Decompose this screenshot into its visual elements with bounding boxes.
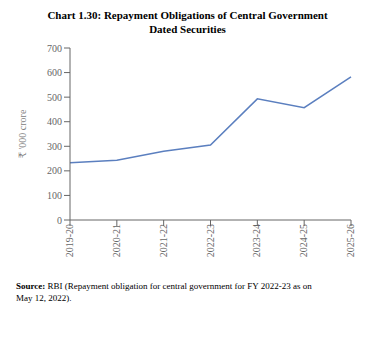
svg-text:2019-20: 2019-20 (64, 224, 75, 257)
svg-text:100: 100 (47, 190, 62, 201)
svg-text:500: 500 (47, 92, 62, 103)
svg-text:300: 300 (47, 141, 62, 152)
svg-text:2022-23: 2022-23 (205, 224, 216, 257)
svg-text:₹ '000 crore: ₹ '000 crore (17, 109, 28, 158)
html-text:Chart 1.30: Repayment Obligati: Chart 1.30: Repayment Obligations of Cen… (47, 9, 328, 21)
svg-text:200: 200 (47, 165, 62, 176)
svg-text:400: 400 (47, 116, 62, 127)
svg-text:700: 700 (47, 43, 62, 54)
svg-text:2025-26: 2025-26 (345, 224, 356, 257)
html-text:Source: RBI (Repayment obligat: Source: RBI (Repayment obligation for ce… (16, 281, 312, 303)
html-text:Dated Securities: Dated Securities (149, 23, 226, 35)
svg-text:0: 0 (57, 215, 62, 226)
svg-text:2023-24: 2023-24 (251, 224, 262, 257)
svg-text:2021-22: 2021-22 (158, 224, 169, 257)
svg-text:2020-21: 2020-21 (111, 224, 122, 257)
svg-text:600: 600 (47, 67, 62, 78)
svg-text:2024-25: 2024-25 (298, 224, 309, 257)
